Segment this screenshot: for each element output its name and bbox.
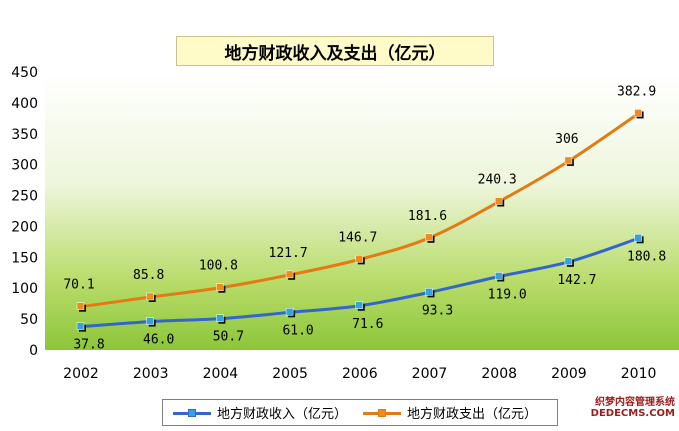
- data-point: [494, 272, 503, 280]
- y-tick-label: 0: [29, 343, 38, 359]
- chart-title: 地方财政收入及支出（亿元）: [176, 36, 494, 66]
- data-label: 71.6: [352, 317, 383, 332]
- legend-label-expense: 地方财政支出（亿元）: [407, 407, 538, 422]
- y-tick-label: 200: [11, 219, 38, 235]
- x-tick-label: 2003: [133, 366, 169, 382]
- data-point: [285, 270, 294, 279]
- y-tick-label: 50: [20, 312, 38, 328]
- data-point: [216, 283, 224, 291]
- data-label: 181.6: [408, 209, 447, 224]
- x-tick-label: 2002: [63, 366, 99, 382]
- data-label: 240.3: [478, 173, 517, 188]
- x-tick-label: 2004: [203, 366, 239, 382]
- data-point: [425, 233, 433, 242]
- legend-swatch-expense: [363, 407, 402, 419]
- data-point: [634, 234, 642, 242]
- data-label: 70.1: [63, 278, 94, 293]
- data-point: [564, 257, 573, 266]
- series-layer: [76, 109, 644, 332]
- data-point: [425, 288, 433, 296]
- legend-item-income: 地方财政收入（亿元）: [173, 403, 347, 422]
- data-label: 142.7: [557, 273, 596, 288]
- data-label: 306: [555, 132, 578, 147]
- data-label: 93.3: [422, 303, 453, 318]
- watermark: 织梦内容管理系统 DEDECMS.COM: [591, 397, 675, 419]
- data-point: [285, 308, 294, 316]
- y-tick-label: 250: [11, 189, 38, 205]
- data-label: 180.8: [627, 249, 666, 264]
- data-label: 146.7: [338, 230, 377, 245]
- data-label: 119.0: [488, 287, 527, 302]
- x-tick-label: 2010: [621, 366, 657, 382]
- legend-swatch-income: [173, 407, 211, 419]
- data-point: [76, 302, 85, 310]
- x-tick-label: 2006: [342, 366, 378, 382]
- data-point: [146, 317, 154, 325]
- watermark-line1: 织梦内容管理系统: [595, 397, 675, 408]
- data-point: [216, 314, 224, 322]
- x-tick-label: 2009: [551, 366, 587, 382]
- data-point: [146, 292, 154, 301]
- axes: 0 50 100 150 200 250 300 350 400 450 2002 2003 2004 2…: [11, 65, 656, 382]
- data-label: 100.8: [199, 259, 238, 274]
- legend: 地方财政收入（亿元） 地方财政支出（亿元）: [162, 399, 558, 426]
- data-point: [634, 109, 642, 117]
- data-point: [76, 322, 85, 330]
- x-tick-label: 2008: [481, 366, 517, 382]
- y-tick-label: 350: [11, 127, 38, 143]
- y-tick-label: 450: [11, 65, 38, 81]
- data-label: 37.8: [73, 338, 104, 353]
- data-label: 382.9: [617, 84, 656, 99]
- data-label: 61.0: [282, 323, 313, 338]
- data-point: [355, 255, 364, 263]
- data-point: [564, 156, 573, 165]
- y-tick-label: 100: [11, 281, 38, 297]
- data-point: [494, 197, 503, 205]
- watermark-line2: DEDECMS.COM: [590, 408, 675, 419]
- y-tick-label: 300: [11, 158, 38, 174]
- data-label: 121.7: [269, 246, 308, 261]
- x-tick-label: 2007: [412, 366, 448, 382]
- data-point: [355, 301, 364, 310]
- data-labels: 37.8 46.0 50.7 61.0 71.6 93.3 119.0 142.7 180.8 7…: [63, 84, 666, 352]
- legend-item-expense: 地方财政支出（亿元）: [363, 403, 537, 422]
- data-label: 85.8: [133, 268, 164, 283]
- x-tick-label: 2005: [272, 366, 308, 382]
- data-label: 46.0: [143, 333, 174, 348]
- y-tick-label: 400: [11, 96, 38, 112]
- data-label: 50.7: [213, 330, 244, 345]
- y-tick-label: 150: [11, 250, 38, 266]
- legend-label-income: 地方财政收入（亿元）: [217, 407, 348, 422]
